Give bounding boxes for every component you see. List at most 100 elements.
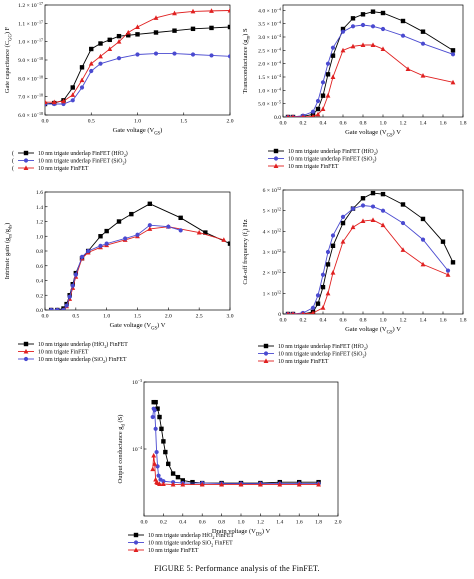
x-tick-label: 1.6 bbox=[440, 318, 447, 324]
data-point bbox=[301, 311, 305, 314]
y-tick-label: 5 × 1012 bbox=[263, 207, 281, 215]
data-point bbox=[70, 85, 75, 90]
x-axis-label: Drain voltage (VDS) V bbox=[212, 528, 271, 537]
legend-label: 10 nm trigate underlap (SiO2) FinFET bbox=[38, 356, 127, 364]
legend-entry: (10 nm trigate underlap FinFET (HfO2) bbox=[12, 150, 128, 158]
x-tick-label: 0.5 bbox=[72, 314, 79, 320]
y-axis-label: Transconductance (gm) S bbox=[242, 28, 251, 94]
series-line bbox=[51, 224, 181, 310]
data-point bbox=[400, 202, 406, 207]
x-tick-label: 0.8 bbox=[360, 121, 367, 127]
y-tick-label: 8.0 × 10−18 bbox=[18, 74, 43, 82]
y-tick-label: 1.6 bbox=[36, 190, 43, 196]
legend-label: 10 nm trigate FinFET bbox=[288, 164, 339, 170]
x-tick-label: 0.5 bbox=[88, 119, 95, 125]
y-tick-label: 4.0 × 10−4 bbox=[258, 6, 281, 14]
legend-prefix: ( bbox=[12, 165, 14, 172]
legend-marker bbox=[273, 163, 279, 168]
series-1 bbox=[285, 190, 456, 314]
data-point bbox=[325, 290, 331, 296]
legend-marker bbox=[273, 148, 279, 154]
legend-label: 10 nm trigate underlap FinFET (HfO2) bbox=[38, 150, 128, 158]
data-point bbox=[170, 471, 176, 476]
x-tick-label: 2.0 bbox=[165, 314, 172, 320]
series-3 bbox=[286, 217, 451, 314]
data-point bbox=[135, 52, 140, 57]
x-tick-label: 1.8 bbox=[315, 520, 322, 526]
data-point bbox=[380, 10, 386, 16]
data-point bbox=[190, 8, 196, 14]
data-point bbox=[320, 272, 326, 277]
series-line bbox=[288, 205, 449, 314]
y-tick-label: 1 × 1012 bbox=[263, 289, 281, 297]
data-point bbox=[360, 22, 366, 28]
data-point bbox=[360, 12, 366, 17]
series-2 bbox=[45, 51, 230, 107]
data-point bbox=[45, 99, 48, 105]
data-point bbox=[172, 10, 177, 16]
data-point bbox=[340, 47, 346, 53]
legend-entry: 10 nm trigate underlap FinFET (SiO2) bbox=[268, 156, 377, 164]
data-point bbox=[450, 48, 456, 53]
x-tick-label: 1.0 bbox=[380, 121, 387, 127]
data-point bbox=[116, 56, 122, 61]
data-point bbox=[55, 307, 60, 310]
series-3 bbox=[150, 452, 322, 487]
data-point bbox=[330, 243, 336, 248]
data-point bbox=[330, 45, 336, 50]
series-line bbox=[288, 192, 454, 314]
data-point bbox=[221, 237, 227, 242]
y-tick-label: 0.4 bbox=[36, 279, 43, 285]
legend-marker bbox=[23, 341, 29, 347]
series-2 bbox=[49, 224, 227, 310]
data-point bbox=[51, 99, 57, 105]
data-point bbox=[370, 24, 376, 29]
x-tick-label: 0.0 bbox=[42, 119, 49, 125]
x-axis-label: Gate voltage (VGS) V bbox=[345, 129, 401, 138]
data-point bbox=[155, 406, 160, 411]
data-point bbox=[360, 196, 366, 201]
data-point bbox=[163, 449, 168, 455]
series-1 bbox=[151, 399, 321, 486]
series-line bbox=[288, 24, 454, 117]
data-point bbox=[61, 98, 66, 104]
series-line bbox=[45, 26, 230, 105]
data-point bbox=[98, 234, 103, 239]
y-tick-label: 3.0 × 10−4 bbox=[258, 33, 281, 41]
x-tick-label: 0.8 bbox=[218, 520, 225, 526]
x-tick-label: 0.6 bbox=[199, 520, 206, 526]
data-point bbox=[156, 473, 161, 478]
y-tick-label: 2.0 × 10−4 bbox=[258, 60, 281, 68]
x-tick-label: 0.4 bbox=[320, 121, 327, 127]
x-tick-label: 2.0 bbox=[335, 520, 342, 526]
data-point bbox=[320, 106, 326, 111]
legend-label: 10 nm trigate FinFET bbox=[278, 359, 329, 365]
y-axis-label: Cut-off frequency (ft) Hz bbox=[242, 219, 251, 284]
data-point bbox=[147, 226, 153, 231]
data-point bbox=[291, 114, 295, 117]
x-tick-label: 1.4 bbox=[420, 318, 427, 324]
data-point bbox=[257, 481, 263, 487]
data-point bbox=[370, 42, 376, 47]
data-point bbox=[79, 254, 85, 259]
data-point bbox=[135, 24, 140, 29]
legend-entry: 10 nm trigate FinFET bbox=[258, 358, 329, 365]
data-point bbox=[325, 72, 331, 77]
data-point bbox=[325, 93, 331, 98]
data-point bbox=[116, 33, 122, 39]
data-point bbox=[450, 79, 456, 85]
y-tick-label: 1.0 × 10−4 bbox=[258, 86, 281, 94]
y-tick-label: 1.2 bbox=[36, 220, 43, 226]
data-point bbox=[153, 51, 159, 56]
y-tick-label: 6.0 × 10−18 bbox=[18, 111, 43, 119]
data-point bbox=[116, 219, 122, 224]
data-point bbox=[152, 408, 157, 413]
figure-caption: FIGURE 5: Performance analysis of the Fi… bbox=[154, 564, 320, 573]
y-tick-label: 9.0 × 10−18 bbox=[18, 56, 43, 64]
x-tick-label: 1.0 bbox=[238, 520, 245, 526]
y-tick-label: 10−4 bbox=[132, 445, 142, 453]
y-tick-label: 1.0 bbox=[36, 234, 43, 240]
data-point bbox=[315, 106, 321, 112]
data-point bbox=[420, 29, 426, 34]
